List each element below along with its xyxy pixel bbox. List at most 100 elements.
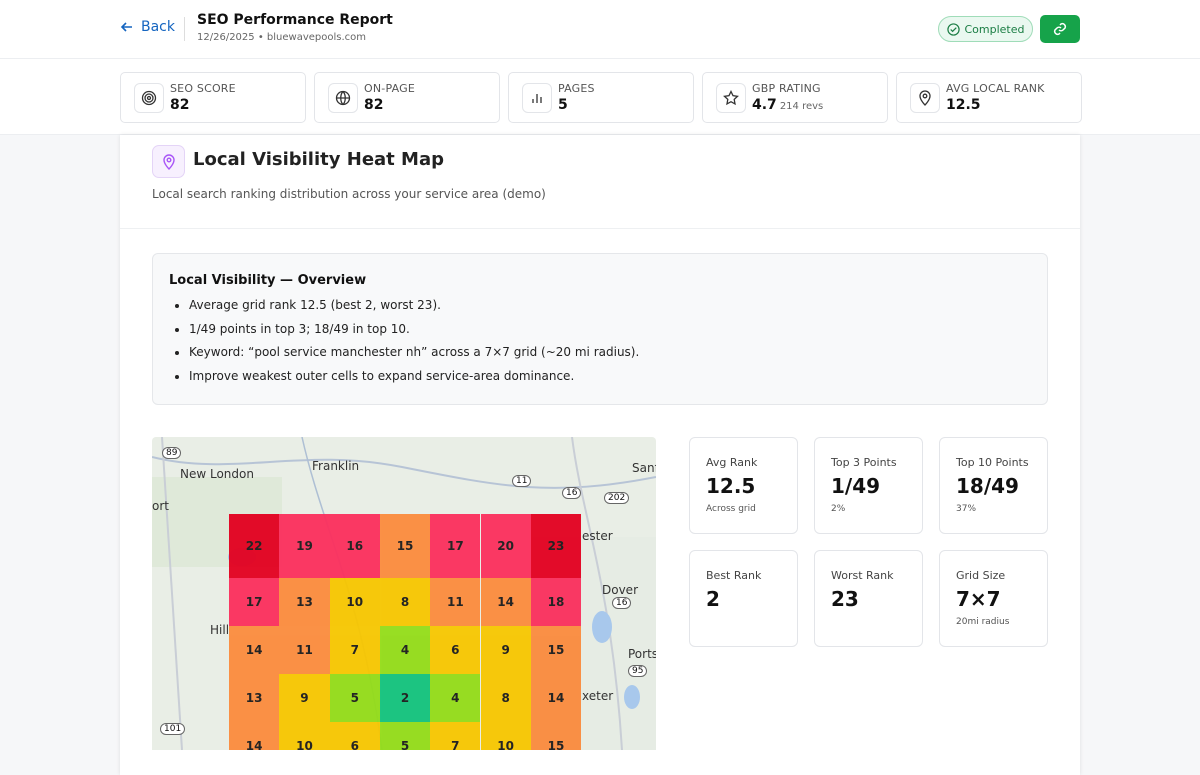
heat-cell: 5 (329, 674, 380, 722)
check-icon (946, 22, 960, 36)
overview-item: Improve weakest outer cells to expand se… (189, 369, 639, 393)
back-icon (120, 22, 132, 32)
heat-cell: 11 (430, 578, 481, 626)
map-label: xeter (582, 689, 614, 703)
stat-sub: 214 revs (779, 101, 824, 112)
map-shield: 16 (612, 597, 632, 609)
link-icon (1053, 22, 1067, 36)
status-label: Completed (964, 22, 1025, 36)
map-shield: 89 (162, 447, 182, 459)
stat-label: AVG LOCAL RANK (946, 82, 1045, 95)
heat-cell: 2 (379, 674, 431, 722)
metric-card: Top 10 Points 18/49 37% (939, 437, 1048, 534)
stat-number: 12.5 (946, 97, 981, 113)
heat-cell: 11 (279, 626, 330, 674)
overview-title: Local Visibility — Overview (169, 273, 367, 288)
metric-value: 7×7 (956, 587, 1001, 611)
heat-cell: 10 (279, 722, 330, 750)
overview-item: Average grid rank 12.5 (best 2, worst 23… (189, 298, 639, 322)
metric-card: Avg Rank 12.5 Across grid (689, 437, 798, 534)
stat-number: 4.7 (752, 97, 777, 113)
metric-value: 12.5 (706, 474, 756, 498)
metric-card: Worst Rank 23 (814, 550, 923, 647)
heat-cell: 6 (430, 626, 481, 674)
stat-icon (910, 83, 940, 113)
report-meta: 12/26/2025 • bluewavepools.com (197, 32, 366, 43)
map-label: Dover (602, 583, 638, 597)
report-title: SEO Performance Report (197, 12, 393, 28)
divider (120, 228, 1080, 229)
stat-card: GBP RATING 4.7 214 revs (702, 72, 888, 123)
map-label: Franklin (312, 459, 360, 473)
back-label: Back (141, 19, 175, 35)
stats-bar: SEO SCORE 82 ON-PAGE 82 PAGES 5 GBP RATING 4.7 2… (0, 59, 1200, 135)
map-shield: 101 (160, 723, 186, 735)
metric-label: Worst Rank (831, 569, 894, 582)
icon (532, 94, 542, 103)
stat-card: AVG LOCAL RANK 12.5 (896, 72, 1082, 123)
section-subtitle: Local search ranking distribution across… (152, 187, 546, 201)
metric-sub: Across grid (706, 504, 756, 514)
heat-cell: 6 (329, 722, 380, 750)
metric-label: Top 10 Points (956, 456, 1029, 469)
stat-value: 4.7 214 revs (752, 97, 823, 113)
icon (723, 90, 739, 106)
heat-cell: 23 (530, 514, 582, 578)
heat-cell: 15 (379, 514, 431, 578)
overview-list: Average grid rank 12.5 (best 2, worst 23… (169, 298, 639, 392)
overview-item: 1/49 points in top 3; 18/49 in top 10. (189, 322, 639, 346)
stat-value: 5 (558, 97, 568, 113)
stat-label: SEO SCORE (170, 82, 236, 95)
heat-cell: 8 (379, 578, 431, 626)
metric-sub: 20mi radius (956, 617, 1010, 627)
heat-cell: 14 (229, 626, 280, 674)
section-icon (152, 145, 185, 178)
stat-number: 5 (558, 97, 568, 113)
metric-sub: 37% (956, 504, 977, 514)
heat-cell: 13 (229, 674, 280, 722)
divider (184, 17, 185, 41)
stat-icon (716, 83, 746, 113)
heat-cell: 22 (229, 514, 280, 578)
icon (141, 90, 157, 106)
heat-cell: 5 (379, 722, 431, 750)
heat-cell: 9 (279, 674, 330, 722)
back-button[interactable]: Back (120, 19, 175, 35)
heat-cell: 10 (329, 578, 380, 626)
icon (335, 90, 351, 106)
map-label: Sanf (632, 461, 656, 475)
map-label: ester (582, 529, 613, 543)
heat-cell: 17 (229, 578, 280, 626)
share-link-button[interactable] (1040, 15, 1080, 43)
heat-cell: 14 (229, 722, 280, 750)
metric-card: Best Rank 2 (689, 550, 798, 647)
heat-cell: 18 (530, 578, 582, 626)
stat-icon (134, 83, 164, 113)
stat-label: GBP RATING (752, 82, 821, 95)
heat-cell: 17 (430, 514, 481, 578)
heat-cell: 9 (480, 626, 531, 674)
metric-label: Best Rank (706, 569, 762, 582)
map-label: Hill (210, 623, 230, 637)
stat-label: PAGES (558, 82, 595, 95)
pin-icon (162, 153, 175, 170)
stat-value: 82 (170, 97, 189, 113)
stat-number: 82 (364, 97, 384, 113)
map-label: New London (180, 467, 254, 481)
heat-cell: 7 (430, 722, 481, 750)
stat-label: ON-PAGE (364, 82, 415, 95)
map-shield: 95 (628, 665, 648, 677)
metric-card: Grid Size 7×7 20mi radius (939, 550, 1048, 647)
map-label: ort (152, 499, 169, 513)
overview-box: Local Visibility — Overview Average grid… (152, 253, 1048, 405)
stat-value: 82 (364, 97, 383, 113)
heat-map: New London Franklin Sanf ort Hill ester … (152, 437, 656, 750)
heat-cell: 20 (480, 514, 531, 578)
heat-cell: 4 (430, 674, 481, 722)
stat-card: SEO SCORE 82 (120, 72, 306, 123)
map-label: Ports (628, 647, 656, 661)
heat-cell: 8 (480, 674, 531, 722)
metric-sub: 2% (831, 504, 846, 514)
stat-card: PAGES 5 (508, 72, 694, 123)
heat-cell: 4 (379, 626, 431, 674)
